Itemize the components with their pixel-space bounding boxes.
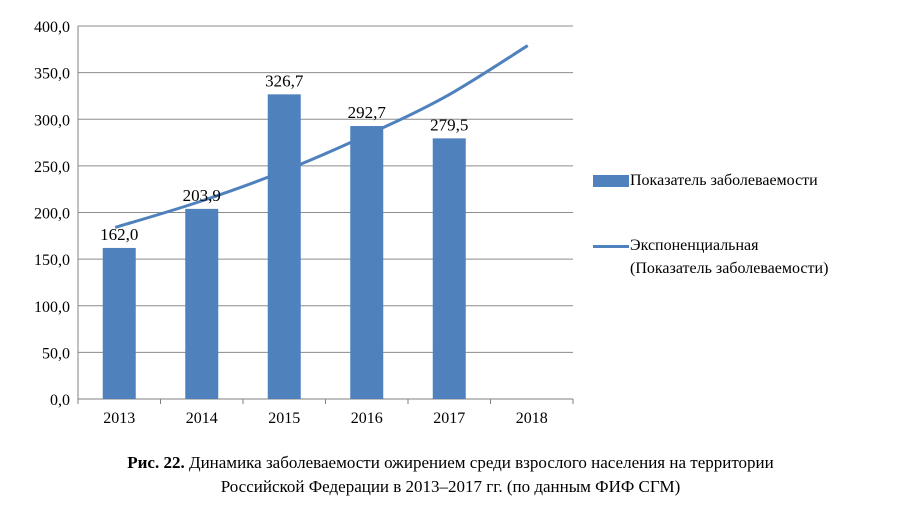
x-tick-label: 2013 xyxy=(103,410,135,427)
trend-line xyxy=(114,44,529,229)
bars xyxy=(102,94,466,400)
legend-line-label-2: (Показатель заболеваемости) xyxy=(630,260,829,277)
x-tick-label: 2016 xyxy=(351,410,383,427)
trendline xyxy=(114,44,529,229)
data-label: 203,9 xyxy=(183,186,221,205)
caption-prefix: Рис. 22. xyxy=(127,453,185,472)
y-tick-label: 100,0 xyxy=(34,299,70,316)
y-tick-label: 300,0 xyxy=(34,112,70,129)
y-tick-label: 200,0 xyxy=(34,206,70,223)
x-tick-label: 2017 xyxy=(433,410,465,427)
legend-line-swatch xyxy=(593,245,629,248)
data-label: 162,0 xyxy=(100,225,138,244)
data-labels: 162,0 203,9 326,7 292,7 279,5 xyxy=(100,71,468,244)
legend-line-label-1: Экспоненциальная xyxy=(630,237,759,254)
legend-bar-swatch xyxy=(593,175,629,187)
y-tick-label: 150,0 xyxy=(34,252,70,269)
data-label: 292,7 xyxy=(348,103,387,122)
x-tick-label: 2015 xyxy=(268,410,300,427)
y-tick-label: 0,0 xyxy=(50,392,70,409)
gridlines xyxy=(77,25,574,404)
bar xyxy=(350,126,384,399)
data-label: 279,5 xyxy=(430,115,468,134)
legend-bar-label: Показатель заболеваемости xyxy=(630,172,818,189)
bar xyxy=(432,138,466,399)
x-tick-label: 2014 xyxy=(186,410,218,427)
x-axis-ticks: 2013 2014 2015 2016 2017 2018 xyxy=(103,410,548,427)
y-tick-label: 50,0 xyxy=(42,345,70,362)
bar xyxy=(267,94,301,400)
caption-line-1: Динамика заболеваемости ожирением среди … xyxy=(184,453,774,472)
caption-line-2: Российской Федерации в 2013–2017 гг. (по… xyxy=(220,477,681,496)
chart: 0,0 50,0 100,0 150,0 200,0 250,0 300,0 350,0 400… xyxy=(34,19,574,427)
y-tick-label: 250,0 xyxy=(34,159,70,176)
x-tick-label: 2018 xyxy=(516,410,548,427)
y-tick-label: 400,0 xyxy=(34,19,70,36)
data-label: 326,7 xyxy=(265,71,304,90)
y-tick-label: 350,0 xyxy=(34,66,70,83)
y-axis-ticks: 0,0 50,0 100,0 150,0 200,0 250,0 300,0 350,0 400… xyxy=(34,19,70,409)
figure-caption: Рис. 22. Динамика заболеваемости ожирени… xyxy=(0,451,901,499)
bar xyxy=(185,208,219,399)
bar xyxy=(102,247,136,399)
